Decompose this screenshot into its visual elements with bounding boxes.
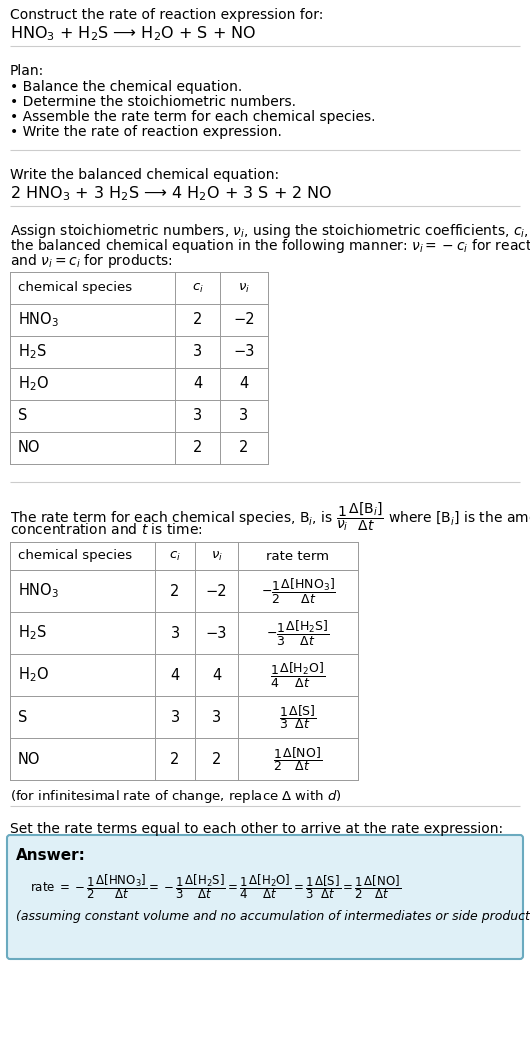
Text: Assign stoichiometric numbers, $\nu_i$, using the stoichiometric coefficients, $: Assign stoichiometric numbers, $\nu_i$, … — [10, 222, 530, 240]
Text: 3: 3 — [171, 625, 180, 641]
Text: H$_2$O: H$_2$O — [18, 375, 49, 393]
Text: −3: −3 — [233, 345, 255, 359]
Text: $-\dfrac{1}{2}\dfrac{\Delta[\mathrm{HNO_3}]}{\Delta t}$: $-\dfrac{1}{2}\dfrac{\Delta[\mathrm{HNO_… — [261, 576, 335, 605]
Text: $\nu_i$: $\nu_i$ — [210, 549, 223, 563]
Text: NO: NO — [18, 441, 40, 455]
Text: Set the rate terms equal to each other to arrive at the rate expression:: Set the rate terms equal to each other t… — [10, 822, 503, 836]
Text: HNO$_3$: HNO$_3$ — [18, 581, 59, 600]
Text: 4: 4 — [170, 668, 180, 683]
Text: • Determine the stoichiometric numbers.: • Determine the stoichiometric numbers. — [10, 95, 296, 109]
Text: $c_i$: $c_i$ — [191, 281, 204, 295]
Text: and $\nu_i = c_i$ for products:: and $\nu_i = c_i$ for products: — [10, 252, 173, 270]
Text: $\dfrac{1}{3}\dfrac{\Delta[\mathrm{S}]}{\Delta t}$: $\dfrac{1}{3}\dfrac{\Delta[\mathrm{S}]}{… — [279, 703, 317, 730]
Text: • Assemble the rate term for each chemical species.: • Assemble the rate term for each chemic… — [10, 110, 375, 124]
Text: 3: 3 — [212, 710, 221, 724]
Text: −2: −2 — [233, 313, 255, 327]
Text: 2: 2 — [170, 584, 180, 598]
Text: Write the balanced chemical equation:: Write the balanced chemical equation: — [10, 168, 279, 182]
Text: $\dfrac{1}{2}\dfrac{\Delta[\mathrm{NO}]}{\Delta t}$: $\dfrac{1}{2}\dfrac{\Delta[\mathrm{NO}]}… — [273, 745, 322, 773]
FancyBboxPatch shape — [7, 835, 523, 959]
Text: chemical species: chemical species — [18, 549, 132, 563]
Text: NO: NO — [18, 751, 40, 767]
Text: 3: 3 — [171, 710, 180, 724]
Text: H$_2$O: H$_2$O — [18, 666, 49, 685]
Text: 2 HNO$_3$ + 3 H$_2$S ⟶ 4 H$_2$O + 3 S + 2 NO: 2 HNO$_3$ + 3 H$_2$S ⟶ 4 H$_2$O + 3 S + … — [10, 184, 332, 203]
Text: S: S — [18, 408, 28, 423]
Text: 4: 4 — [212, 668, 221, 683]
Text: concentration and $t$ is time:: concentration and $t$ is time: — [10, 522, 202, 537]
Text: $-\dfrac{1}{3}\dfrac{\Delta[\mathrm{H_2S}]}{\Delta t}$: $-\dfrac{1}{3}\dfrac{\Delta[\mathrm{H_2S… — [266, 619, 330, 647]
Text: 3: 3 — [240, 408, 249, 423]
Text: H$_2$S: H$_2$S — [18, 624, 47, 642]
Text: HNO$_3$: HNO$_3$ — [18, 311, 59, 329]
Text: 2: 2 — [240, 441, 249, 455]
Text: HNO$_3$ + H$_2$S ⟶ H$_2$O + S + NO: HNO$_3$ + H$_2$S ⟶ H$_2$O + S + NO — [10, 24, 256, 43]
Text: 4: 4 — [240, 376, 249, 392]
Text: Plan:: Plan: — [10, 64, 44, 78]
Text: $\dfrac{1}{4}\dfrac{\Delta[\mathrm{H_2O}]}{\Delta t}$: $\dfrac{1}{4}\dfrac{\Delta[\mathrm{H_2O}… — [270, 661, 325, 690]
Text: $\nu_i$: $\nu_i$ — [238, 281, 250, 295]
Text: $c_i$: $c_i$ — [169, 549, 181, 563]
Text: Construct the rate of reaction expression for:: Construct the rate of reaction expressio… — [10, 8, 323, 22]
Text: 3: 3 — [193, 408, 202, 423]
Text: rate term: rate term — [267, 549, 330, 563]
Text: chemical species: chemical species — [18, 281, 132, 295]
Text: rate $= -\dfrac{1}{2}\dfrac{\Delta[\mathrm{HNO_3}]}{\Delta t} = -\dfrac{1}{3}\df: rate $= -\dfrac{1}{2}\dfrac{\Delta[\math… — [30, 872, 401, 900]
Text: the balanced chemical equation in the following manner: $\nu_i = -c_i$ for react: the balanced chemical equation in the fo… — [10, 237, 530, 255]
Text: 3: 3 — [193, 345, 202, 359]
Text: 4: 4 — [193, 376, 202, 392]
Text: −3: −3 — [206, 625, 227, 641]
Text: (assuming constant volume and no accumulation of intermediates or side products): (assuming constant volume and no accumul… — [16, 910, 530, 923]
Text: −2: −2 — [206, 584, 227, 598]
Text: H$_2$S: H$_2$S — [18, 343, 47, 362]
Text: • Balance the chemical equation.: • Balance the chemical equation. — [10, 80, 242, 94]
Text: 2: 2 — [170, 751, 180, 767]
Text: 2: 2 — [193, 313, 202, 327]
Text: The rate term for each chemical species, B$_i$, is $\dfrac{1}{\nu_i}\dfrac{\Delt: The rate term for each chemical species,… — [10, 500, 530, 532]
Text: Answer:: Answer: — [16, 848, 86, 863]
Text: S: S — [18, 710, 28, 724]
Text: 2: 2 — [193, 441, 202, 455]
Text: (for infinitesimal rate of change, replace Δ with $d$): (for infinitesimal rate of change, repla… — [10, 788, 342, 805]
Text: • Write the rate of reaction expression.: • Write the rate of reaction expression. — [10, 125, 282, 139]
Text: 2: 2 — [212, 751, 221, 767]
